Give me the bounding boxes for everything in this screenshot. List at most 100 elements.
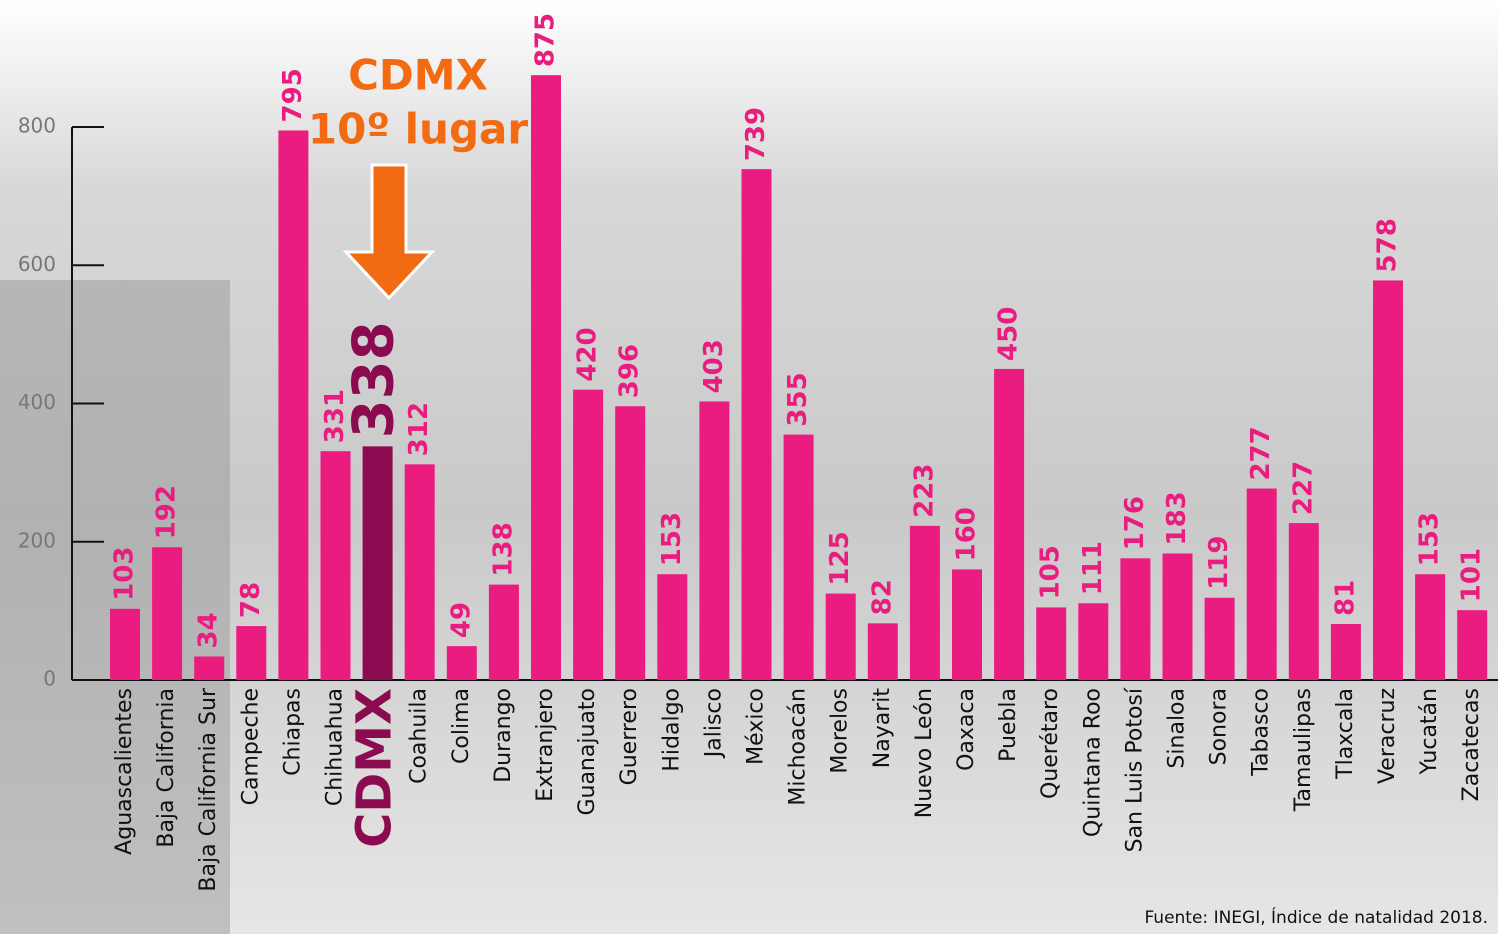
value-label: 49 (446, 602, 476, 638)
bar (741, 169, 772, 680)
y-tick-label: 0 (43, 667, 56, 691)
bar (1288, 523, 1319, 680)
value-label: 153 (1415, 512, 1445, 566)
x-tick-label: Nayarit (870, 688, 895, 769)
value-label: 192 (152, 485, 182, 539)
value-label: 101 (1457, 548, 1487, 602)
bar (952, 569, 982, 680)
value-label: 338 (342, 321, 407, 438)
x-tick-label: Campeche (238, 688, 263, 805)
bar (278, 130, 309, 681)
x-tick-label: Durango (491, 688, 516, 783)
bar (867, 623, 898, 680)
x-tick-label: Aguascalientes (112, 688, 137, 855)
value-label: 103 (110, 547, 140, 601)
value-label: 396 (615, 344, 645, 398)
bar (236, 626, 267, 680)
bar (362, 446, 393, 680)
bar (531, 75, 561, 680)
x-tick-label: Veracruz (1375, 688, 1400, 784)
value-label: 875 (531, 13, 561, 67)
x-tick-label: Guanajuato (575, 688, 600, 816)
value-label: 82 (867, 579, 897, 615)
x-tick-label: México (744, 688, 769, 765)
value-label: 78 (236, 582, 266, 618)
value-label: 739 (741, 107, 771, 161)
value-label: 183 (1162, 491, 1192, 545)
annotation-text: 10º lugar (308, 105, 528, 154)
bar (783, 434, 814, 680)
annotation-text: CDMX (348, 51, 488, 100)
bar (110, 608, 140, 680)
bar (657, 574, 688, 680)
y-tick-label: 400 (18, 390, 56, 414)
source: Fuente: INEGI, Índice de natalidad 2018. (1144, 906, 1488, 928)
bar (1162, 553, 1193, 680)
bar (1078, 603, 1109, 680)
value-label: 153 (657, 512, 687, 566)
x-tick-label: CDMX (347, 688, 403, 848)
x-tick-label: Nuevo León (912, 688, 937, 818)
value-label: 125 (825, 531, 855, 585)
value-label: 34 (194, 612, 224, 648)
value-label: 227 (1288, 461, 1318, 515)
arrow (342, 163, 436, 301)
bar (1330, 624, 1361, 680)
x-tick-label: Querétaro (1038, 688, 1063, 799)
x-tick-label: Tlaxcala (1333, 688, 1358, 780)
x-tick-label: Hidalgo (659, 688, 684, 772)
x-tick-label: Yucatán (1417, 688, 1442, 776)
bar (1457, 610, 1488, 680)
photo-shade (0, 280, 230, 934)
x-tick-label: Chihuahua (323, 688, 348, 806)
x-tick-label: Tabasco (1249, 688, 1274, 777)
x-tick-label: Guerrero (617, 688, 642, 785)
bar (152, 547, 183, 680)
x-tick-label: Baja California Sur (196, 687, 221, 892)
bar (446, 646, 477, 680)
value-label: 578 (1373, 218, 1403, 272)
bar (573, 389, 604, 680)
x-tick-label: Oaxaca (954, 688, 979, 771)
x-tick-label: Coahuila (407, 688, 432, 784)
bar (1415, 574, 1446, 680)
value-label: 450 (994, 307, 1024, 361)
bar (320, 451, 351, 680)
x-tick-label: Chiapas (280, 688, 305, 776)
value-label: 331 (320, 389, 350, 443)
value-label: 420 (573, 327, 603, 381)
bar (488, 584, 519, 680)
value-label: 81 (1330, 580, 1360, 616)
value-label: 312 (404, 402, 434, 456)
annotation: CDMX 10º lugar (308, 51, 528, 301)
bar (1373, 280, 1403, 680)
x-tick-label: Michoacán (786, 688, 811, 806)
x-tick-label: San Luis Potosí (1122, 687, 1147, 852)
bar (1204, 597, 1235, 680)
bar (1036, 607, 1067, 680)
x-tick-label: Colima (449, 688, 474, 764)
bar (194, 656, 225, 680)
value-label: 119 (1204, 535, 1234, 589)
bar (994, 368, 1025, 680)
bar (909, 525, 940, 680)
value-label: 403 (699, 339, 729, 393)
x-tick-label: Quintana Roo (1080, 688, 1105, 837)
x-tick-label: Baja California (154, 688, 179, 848)
x-tick-label: Extranjero (533, 688, 558, 802)
x-tick-label: Morelos (828, 688, 853, 774)
value-label: 795 (278, 68, 308, 122)
y-tick-label: 600 (18, 252, 56, 276)
value-label: 277 (1246, 426, 1276, 480)
value-label: 105 (1036, 545, 1066, 599)
value-label: 160 (952, 507, 982, 561)
x-tick-label: Puebla (996, 688, 1021, 762)
x-tick-label: Sonora (1207, 688, 1232, 765)
x-tick-label: Tamaulipas (1291, 688, 1316, 812)
value-label: 176 (1120, 496, 1150, 550)
x-tick-label: Zacatecas (1459, 688, 1484, 801)
bar (404, 464, 435, 680)
y-tick-label: 200 (18, 528, 56, 552)
bar (1246, 488, 1277, 680)
